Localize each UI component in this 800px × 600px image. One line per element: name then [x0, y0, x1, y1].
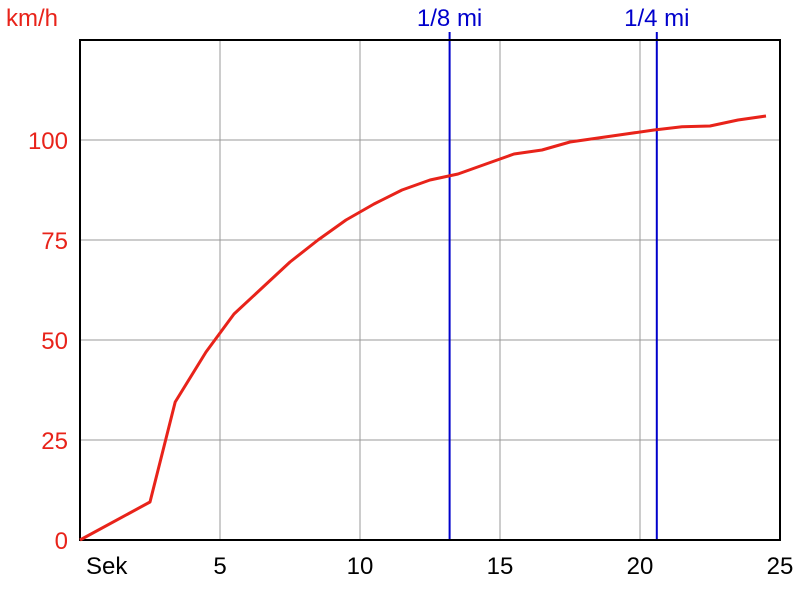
- x-axis-label: Sek: [86, 553, 128, 580]
- y-tick-label: 25: [41, 428, 68, 455]
- reference-line-label-1: 1/8 mi: [417, 5, 482, 32]
- x-tick-label: 15: [487, 553, 514, 580]
- y-tick-label: 75: [41, 228, 68, 255]
- y-tick-labels: 0 25 50 75 100: [28, 128, 68, 555]
- series-layer: [79, 114, 767, 542]
- x-tick-label: 20: [627, 553, 654, 580]
- x-tick-label: 10: [347, 553, 374, 580]
- series-line-1: [79, 114, 767, 542]
- reference-lines: 1/8 mi 1/4 mi: [417, 5, 689, 540]
- y-tick-label: 50: [41, 328, 68, 355]
- x-tick-label: 25: [767, 553, 794, 580]
- y-axis-label: km/h: [6, 5, 58, 32]
- x-tick-labels: 5 10 15 20 25: [213, 553, 793, 580]
- reference-line-label-2: 1/4 mi: [624, 5, 689, 32]
- y-tick-label: 0: [55, 528, 68, 555]
- plot-frame: [79, 39, 781, 541]
- x-tick-label: 5: [213, 553, 226, 580]
- y-tick-label: 100: [28, 128, 68, 155]
- grid: [80, 40, 781, 540]
